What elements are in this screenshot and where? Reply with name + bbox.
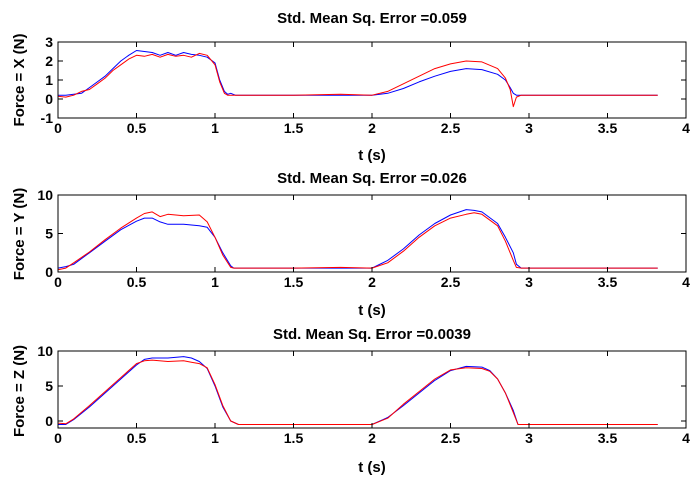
y-axis-label: Force = Y (N) <box>11 188 28 280</box>
x-tick-label: 2 <box>368 430 376 446</box>
x-tick-label: 1.5 <box>284 120 304 136</box>
x-tick-label: 0 <box>54 274 62 290</box>
axes-background <box>58 351 686 428</box>
axes-background <box>58 42 686 118</box>
x-tick-label: 0 <box>54 120 62 136</box>
x-tick-label: 0 <box>54 430 62 446</box>
x-tick-label: 1 <box>211 274 219 290</box>
x-tick-label: 0.5 <box>127 274 147 290</box>
x-tick-label: 0.5 <box>127 120 147 136</box>
x-tick-label: 4 <box>682 274 690 290</box>
subplot-title: Std. Mean Sq. Error =0.026 <box>277 170 467 187</box>
subplot-title: Std. Mean Sq. Error =0.0039 <box>273 326 471 343</box>
y-tick-label: 1 <box>45 72 53 88</box>
series-line-2 <box>57 359 658 425</box>
x-axis-label: t (s) <box>358 459 386 476</box>
plot-area: 0 0.5 1 1.5 2 2.5 3 3.5 4 0 5 10 <box>37 187 690 290</box>
y-tick-label: 5 <box>45 378 53 394</box>
x-tick-label: 2.5 <box>441 430 461 446</box>
x-tick-label: 3.5 <box>598 274 618 290</box>
y-axis-label: Force = X (N) <box>11 34 28 127</box>
y-tick-label: 2 <box>45 53 53 69</box>
x-tick-label: 2 <box>368 274 376 290</box>
x-tick-label: 3.5 <box>598 430 618 446</box>
y-tick-label: 5 <box>45 226 53 242</box>
y-tick-label: 10 <box>37 343 53 359</box>
x-tick-label: 1.5 <box>284 274 304 290</box>
subplot-y: Std. Mean Sq. Error =0.026 0 0.5 1 1.5 2 2.5 3… <box>11 170 690 319</box>
x-tick-label: 2.5 <box>441 120 461 136</box>
subplot-z: Std. Mean Sq. Error =0.0039 0 0.5 1 1.5 2 2.5… <box>11 326 690 476</box>
x-tick-label: 4 <box>682 120 690 136</box>
series-line-1 <box>58 50 658 96</box>
y-tick-label: 0 <box>45 413 53 429</box>
y-tick-label: 3 <box>45 34 53 50</box>
plot-area: 0 0.5 1 1.5 2 2.5 3 3.5 4 0 5 10 <box>37 343 690 446</box>
x-tick-label: 1 <box>211 430 219 446</box>
x-tick-label: 3 <box>525 120 533 136</box>
x-axis-label: t (s) <box>358 147 386 164</box>
subplot-x: Std. Mean Sq. Error =0.059 0 0.5 1 1.5 2 2.5 3… <box>11 10 690 164</box>
x-axis-label: t (s) <box>358 302 386 319</box>
x-tick-label: 1 <box>211 120 219 136</box>
series-line-2 <box>57 211 658 271</box>
y-tick-label: -1 <box>41 110 54 126</box>
series-line-2 <box>57 52 658 108</box>
x-tick-label: 2.5 <box>441 274 461 290</box>
x-tick-label: 2 <box>368 120 376 136</box>
axes-background <box>58 195 686 272</box>
x-tick-label: 1.5 <box>284 430 304 446</box>
y-axis-label: Force = Z (N) <box>11 345 28 437</box>
y-tick-label: 0 <box>45 264 53 280</box>
x-tick-label: 3 <box>525 274 533 290</box>
x-tick-label: 3.5 <box>598 120 618 136</box>
x-tick-label: 3 <box>525 430 533 446</box>
x-tick-label: 4 <box>682 430 690 446</box>
y-tick-label: 10 <box>37 187 53 203</box>
y-tick-label: 0 <box>45 91 53 107</box>
x-tick-label: 0.5 <box>127 430 147 446</box>
subplot-title: Std. Mean Sq. Error =0.059 <box>277 10 467 27</box>
